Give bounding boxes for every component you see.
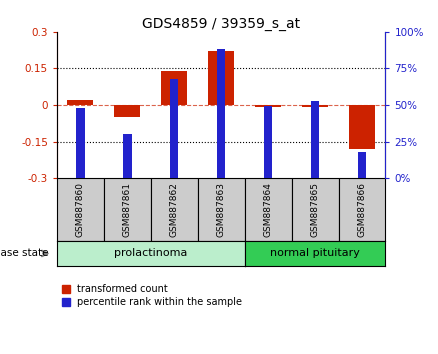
Bar — [311, 101, 319, 178]
Bar — [170, 79, 179, 178]
Bar — [217, 50, 226, 178]
Text: GSM887866: GSM887866 — [357, 182, 367, 237]
Bar — [302, 105, 328, 107]
Bar — [349, 105, 375, 149]
Bar — [114, 105, 140, 117]
Bar — [292, 178, 339, 241]
Bar — [358, 152, 366, 178]
Text: GSM887865: GSM887865 — [311, 182, 320, 237]
Bar — [161, 71, 187, 105]
Text: GSM887863: GSM887863 — [217, 182, 226, 237]
Bar — [104, 178, 151, 241]
Bar — [67, 100, 93, 105]
Text: GSM887862: GSM887862 — [170, 182, 179, 237]
Text: GSM887861: GSM887861 — [123, 182, 132, 237]
Text: disease state: disease state — [0, 249, 48, 258]
Legend: transformed count, percentile rank within the sample: transformed count, percentile rank withi… — [62, 285, 242, 307]
Bar — [264, 107, 272, 178]
Text: GSM887864: GSM887864 — [264, 182, 272, 237]
Bar — [57, 178, 104, 241]
Bar — [123, 134, 131, 178]
Bar — [255, 105, 281, 107]
Text: GSM887860: GSM887860 — [76, 182, 85, 237]
Bar — [208, 51, 234, 105]
Text: prolactinoma: prolactinoma — [114, 249, 187, 258]
Bar — [76, 108, 85, 178]
Bar — [198, 178, 245, 241]
Text: normal pituitary: normal pituitary — [270, 249, 360, 258]
Bar — [245, 178, 292, 241]
Bar — [151, 178, 198, 241]
Bar — [339, 178, 385, 241]
Title: GDS4859 / 39359_s_at: GDS4859 / 39359_s_at — [142, 17, 300, 31]
